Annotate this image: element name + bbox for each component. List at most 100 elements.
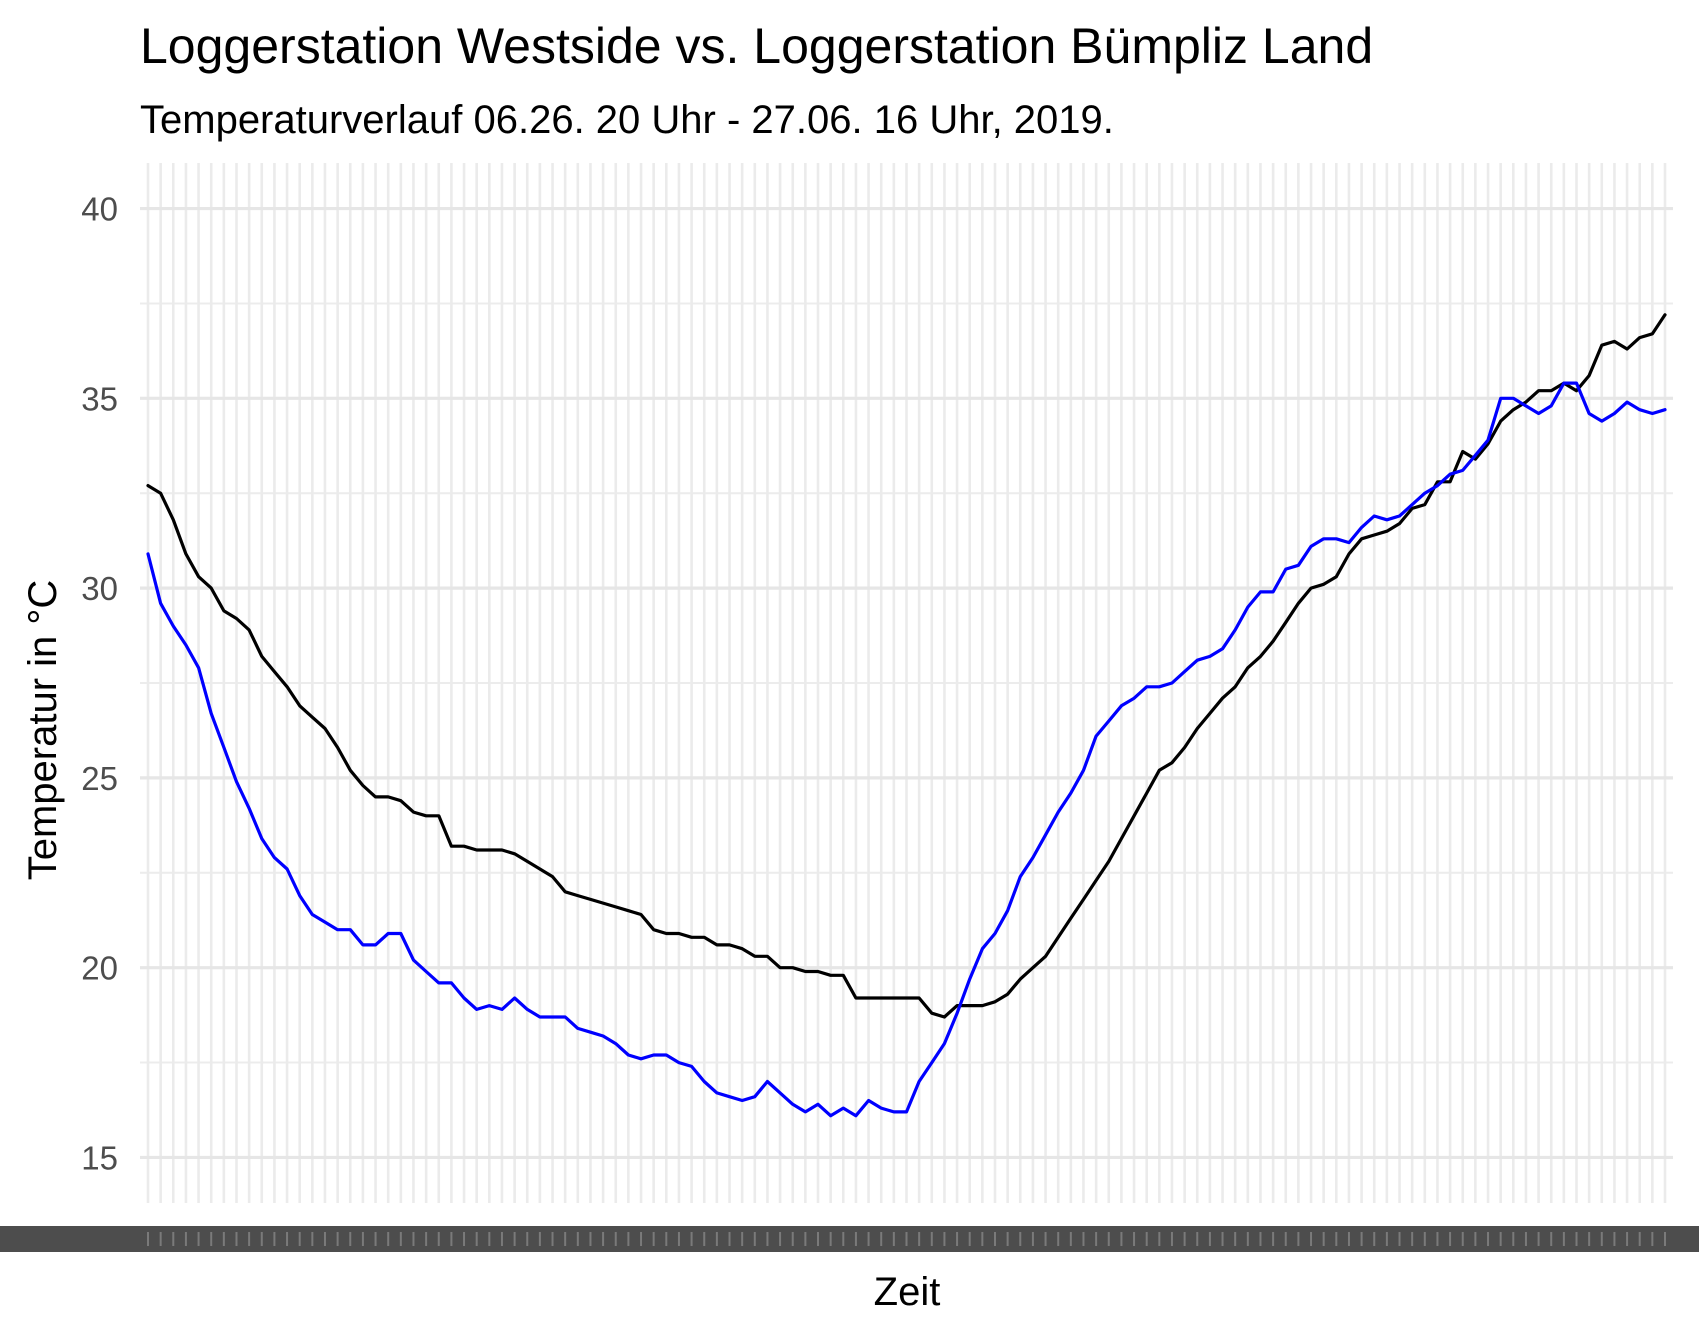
x-tick-mark [374,1232,377,1246]
x-tick-mark [1512,1232,1515,1246]
x-tick-mark [867,1232,870,1246]
x-tick-mark [248,1232,251,1246]
x-tick-mark [1133,1232,1136,1246]
x-tick-mark [1120,1232,1123,1246]
y-tick-label: 25 [81,760,118,797]
x-tick-mark [184,1232,187,1246]
x-tick-mark [1449,1232,1452,1246]
y-tick-label: 35 [81,380,118,417]
x-tick-mark [159,1232,162,1246]
x-tick-mark [627,1232,630,1246]
series-line-1 [146,313,1667,1019]
x-tick-mark [412,1232,415,1246]
x-tick-mark [210,1232,213,1246]
x-tick-mark [475,1232,478,1246]
x-tick-mark [1360,1232,1363,1246]
x-tick-mark [1019,1232,1022,1246]
y-tick-label: 30 [81,570,118,607]
x-tick-mark [513,1232,516,1246]
x-tick-mark [918,1232,921,1246]
x-tick-mark [741,1232,744,1246]
x-tick-mark [1208,1232,1211,1246]
x-tick-mark [1423,1232,1426,1246]
x-tick-mark [1259,1232,1262,1246]
x-tick-mark [1347,1232,1350,1246]
x-tick-mark [1196,1232,1199,1246]
x-tick-mark [817,1232,820,1246]
x-tick-mark [273,1232,276,1246]
x-tick-mark [1664,1232,1666,1246]
x-tick-mark [235,1232,238,1246]
x-tick-mark [1234,1232,1237,1246]
x-tick-label-overlap-band [0,1226,1699,1252]
x-tick-mark [1411,1232,1414,1246]
x-tick-mark [387,1232,390,1246]
x-tick-mark [425,1232,428,1246]
x-tick-mark [1626,1232,1629,1246]
x-tick-mark [880,1232,883,1246]
y-tick-label: 40 [81,191,118,228]
x-tick-mark [336,1232,339,1246]
chart-subtitle: Temperaturverlauf 06.26. 20 Uhr - 27.06.… [140,98,1114,142]
x-tick-mark [1221,1232,1224,1246]
x-tick-mark [956,1232,959,1246]
x-tick-mark [1487,1232,1490,1246]
x-tick-mark [715,1232,718,1246]
x-tick-mark [1474,1232,1477,1246]
x-tick-mark [1600,1232,1603,1246]
series-line-2 [146,381,1667,1118]
x-tick-mark [589,1232,592,1246]
x-tick-mark [1297,1232,1300,1246]
x-tick-mark [172,1232,175,1246]
x-tick-mark [500,1232,503,1246]
y-axis-label: Temperatur in °C [21,580,65,881]
x-tick-mark [1499,1232,1502,1246]
x-axis-tick-labels [0,1226,1699,1252]
x-tick-mark [1170,1232,1173,1246]
x-tick-mark [614,1232,617,1246]
x-tick-mark [526,1232,529,1246]
x-tick-mark [564,1232,567,1246]
x-tick-mark [488,1232,491,1246]
y-tick-label: 20 [81,950,118,987]
x-tick-mark [1461,1232,1464,1246]
x-tick-mark [677,1232,680,1246]
x-tick-mark [892,1232,895,1246]
x-tick-mark [905,1232,908,1246]
x-tick-mark [463,1232,466,1246]
x-tick-mark [968,1232,971,1246]
x-tick-mark [652,1232,655,1246]
x-tick-mark [361,1232,364,1246]
x-tick-mark [804,1232,807,1246]
x-tick-mark [298,1232,301,1246]
x-axis-label: Zeit [874,1270,941,1314]
x-tick-mark [854,1232,857,1246]
x-tick-mark [323,1232,326,1246]
x-tick-mark [703,1232,706,1246]
x-tick-mark [1069,1232,1072,1246]
x-tick-mark [1310,1232,1313,1246]
y-axis-ticks: 15 20 25 30 35 40 [81,191,118,1177]
x-tick-mark [1524,1232,1527,1246]
x-tick-mark [842,1232,845,1246]
x-tick-mark [576,1232,579,1246]
x-tick-mark [602,1232,605,1246]
x-tick-mark [1183,1232,1186,1246]
x-tick-mark [1651,1232,1654,1246]
x-tick-mark [538,1232,541,1246]
x-tick-mark [981,1232,984,1246]
x-tick-mark [1638,1232,1641,1246]
y-tick-label: 15 [81,1139,118,1176]
x-tick-mark [1562,1232,1565,1246]
x-tick-mark [1082,1232,1085,1246]
x-tick-mark [399,1232,402,1246]
x-tick-mark [766,1232,769,1246]
x-tick-mark [829,1232,832,1246]
x-tick-mark [147,1232,149,1246]
x-tick-mark [665,1232,668,1246]
grid [140,163,1673,1203]
x-tick-mark [1145,1232,1148,1246]
chart-title: Loggerstation Westside vs. Loggerstation… [140,18,1373,74]
x-tick-mark [197,1232,200,1246]
x-tick-mark [1335,1232,1338,1246]
